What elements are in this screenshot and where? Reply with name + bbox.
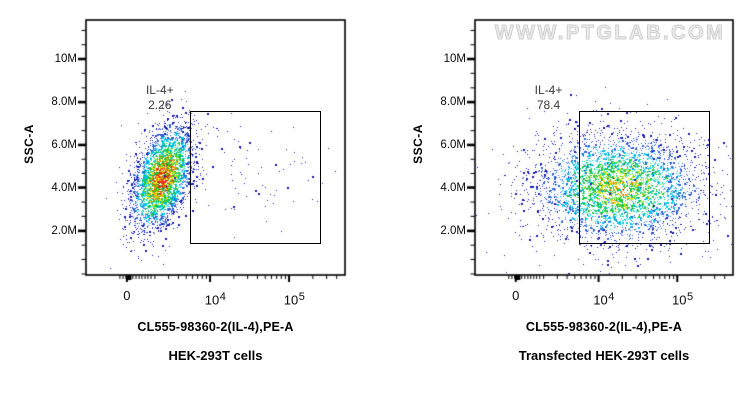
- x-tick-label: 104: [204, 291, 226, 308]
- x-axis-label: CL555-98360-2(IL-4),PE-A: [525, 320, 683, 334]
- y-tick-label: 10M: [54, 53, 77, 65]
- x-tick-label: 0: [512, 288, 520, 303]
- density-plot-canvas-left: [0, 0, 380, 312]
- y-tick-label: 2.0M: [51, 224, 77, 237]
- flow-panel-transfected: WWW.PTGLAB.COM SSC-A IL-4+ 78.4 CL555-98…: [373, 0, 753, 401]
- y-tick-label: 10M: [443, 53, 466, 65]
- gate-percent: 78.4: [536, 98, 561, 112]
- x-tick-label: 0: [123, 288, 131, 303]
- y-tick-label: 4.0M: [51, 181, 77, 194]
- flow-panel-hek293t: SSC-A IL-4+ 2.26 CL555-98360-2(IL-4),PE-…: [0, 0, 380, 363]
- y-tick-label: 8.0M: [440, 96, 466, 109]
- gate-rectangle: [190, 110, 322, 244]
- gate-name: IL-4+: [534, 83, 563, 97]
- gate-rectangle: [578, 110, 710, 244]
- gate-label: IL-4+ 78.4: [504, 83, 594, 113]
- x-tick-label: 105: [283, 291, 305, 308]
- gate-label: IL-4+ 2.26: [115, 83, 205, 113]
- x-tick-label: 104: [593, 291, 615, 308]
- y-tick-label: 6.0M: [440, 138, 466, 151]
- y-tick-label: 6.0M: [51, 138, 77, 151]
- gate-percent: 2.26: [148, 98, 172, 112]
- y-tick-label: 2.0M: [440, 224, 466, 237]
- plot-title: Transfected HEK-293T cells: [518, 348, 690, 363]
- x-tick-label: 105: [671, 291, 694, 308]
- gate-name: IL-4+: [145, 83, 174, 97]
- density-plot-canvas-right: [373, 0, 753, 312]
- y-tick-label: 4.0M: [440, 181, 466, 194]
- y-tick-label: 8.0M: [51, 96, 77, 109]
- plot-title: HEK-293T cells: [168, 348, 263, 363]
- x-axis-label: CL555-98360-2(IL-4),PE-A: [137, 320, 294, 334]
